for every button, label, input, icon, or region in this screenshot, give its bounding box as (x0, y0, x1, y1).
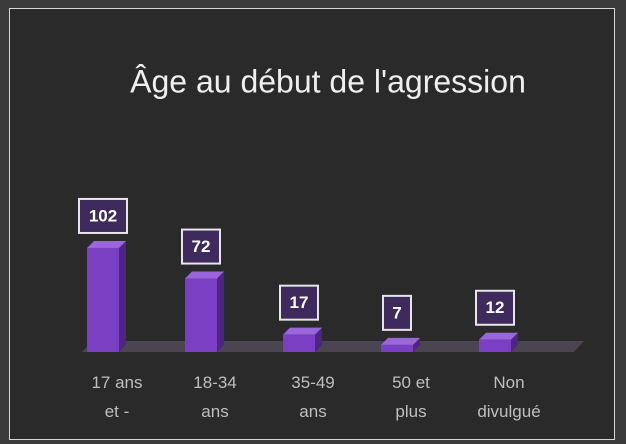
bar-top (283, 327, 322, 335)
bar (283, 334, 315, 352)
bar-side (119, 240, 126, 352)
value-label-box (181, 228, 221, 265)
bar-side (413, 337, 420, 352)
value-label-box (382, 294, 412, 331)
bar-side (217, 271, 224, 352)
value-label: 102 (89, 206, 117, 225)
bar-top (381, 337, 420, 345)
bar (479, 339, 511, 352)
x-tick-label: 17 ans et - (91, 373, 143, 421)
value-label-box (78, 197, 128, 234)
bar (87, 247, 119, 352)
bar-top (479, 332, 518, 340)
bar (381, 344, 413, 352)
bar-side (315, 327, 322, 352)
bar-top (185, 271, 224, 279)
value-label: 7 (392, 303, 401, 322)
x-tick-label: 18-34 ans (193, 373, 237, 421)
value-label: 17 (290, 293, 309, 312)
value-label: 12 (486, 298, 505, 317)
bar-top (87, 240, 126, 248)
x-tick-label: 50 et plus (392, 373, 430, 421)
value-label: 72 (192, 237, 211, 256)
bar (185, 278, 217, 352)
x-tick-label: 35-49 ans (291, 373, 335, 421)
bar-side (511, 332, 518, 352)
x-tick-label: Non divulgué (477, 373, 541, 421)
value-label-box (279, 284, 319, 321)
chart-title: Âge au début de l'agression (130, 63, 526, 99)
value-label-box (475, 289, 515, 326)
